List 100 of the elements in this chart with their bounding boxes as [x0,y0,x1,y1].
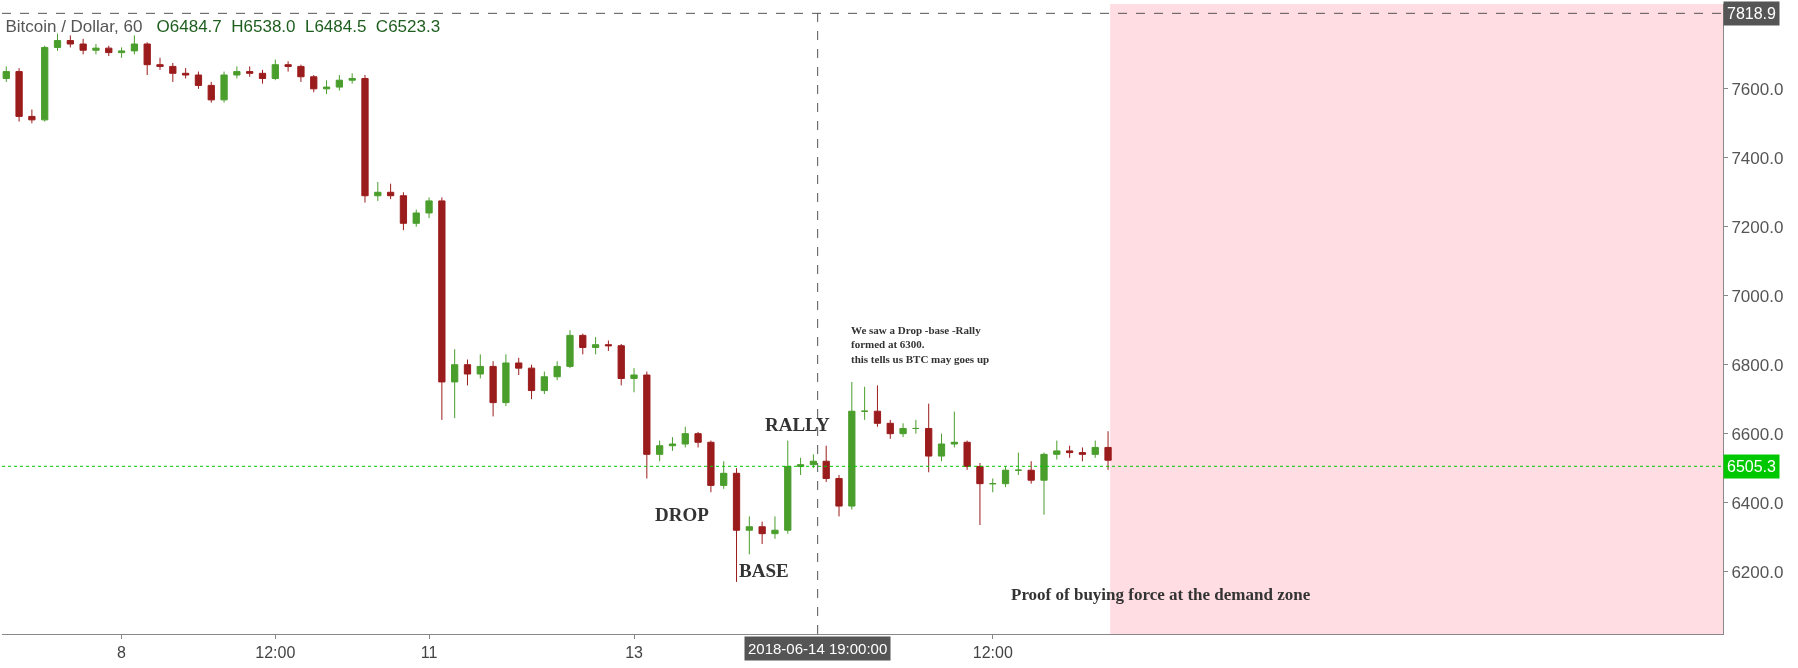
candlestick [1001,465,1010,488]
candlestick [194,71,203,90]
x-tick-label: 11 [420,644,438,662]
candlestick [310,74,318,93]
annotation: BASE [739,560,789,581]
candlestick [976,462,984,526]
y-tick-label: 7200.0 [1731,217,1784,237]
candlestick [643,371,651,479]
candlestick [617,343,625,386]
candlestick [412,209,420,228]
candlestick [873,384,882,428]
candlestick [374,181,382,202]
candlestick [489,360,497,417]
candlestick [591,336,600,355]
y-tick-label: 6600.0 [1731,424,1784,444]
x-tick-label: 8 [117,644,127,662]
candlestick [566,329,574,369]
candlestick [925,403,933,473]
candlestick [1078,446,1087,462]
y-tick-label: 7000.0 [1731,286,1784,306]
candlestick [656,440,664,462]
candlestick [1104,430,1112,471]
candlestick [181,67,190,79]
candlestick [848,381,856,511]
candlestick [1091,440,1099,459]
annotation: We saw a Drop -base -Rally formed at 6300. this tells us BTC may goes up [851,324,990,365]
candlestick [143,41,151,76]
ref-line-label: 6505.3 [1727,458,1777,475]
candlestick [271,59,279,81]
candlestick [1040,452,1048,516]
candlestick [745,515,753,555]
candlestick [707,440,715,493]
candlestick [784,440,792,535]
candlestick [246,65,254,78]
annotation: DROP [655,504,710,525]
candlestick [720,460,728,490]
candlestick [41,45,49,123]
candlestick [169,62,177,83]
candlestick [425,196,433,219]
candlestick [758,521,766,545]
candlestick [28,109,36,124]
candlestick [335,74,344,92]
annotation: RALLY [765,414,831,435]
candlestick [579,333,587,355]
candlestick [1027,460,1035,485]
candlestick [1053,440,1061,461]
candlestick [79,38,87,55]
candlestick [963,440,971,471]
candlestick [1065,445,1074,459]
ref-line-label: 2018-06-14 19:00:00 [748,640,888,657]
candlestick [796,457,805,476]
candlestick [681,426,689,448]
candlestick [220,71,228,104]
candlestick [66,34,74,48]
candlestick [233,65,241,79]
candlestick [553,360,561,381]
candlestick [463,359,472,386]
candlestick [92,43,100,55]
candlestick [297,64,305,83]
candlestick [912,419,920,435]
x-tick-label: 13 [625,644,644,662]
candlestick [502,353,510,407]
candlestick [451,348,459,419]
annotation: Proof of buying force at the demand zone [1011,585,1311,604]
x-tick-label: 12:00 [255,644,296,662]
candlestick [950,411,958,448]
candlestick [53,33,62,52]
candlestick [771,515,779,540]
y-tick-label: 6800.0 [1731,355,1784,375]
candlestick [886,419,894,440]
candlestick [861,386,869,421]
candlestick [476,353,484,379]
candlestick [15,67,23,123]
candlestick [732,467,741,583]
candlestick [540,371,548,395]
ref-line-label: 7818.9 [1727,5,1777,22]
y-tick-label: 7400.0 [1731,148,1784,168]
candlestick [105,45,113,57]
y-tick-label: 6200.0 [1731,562,1784,582]
candlestick [322,79,331,95]
candlestick [822,445,830,483]
candlestick [630,367,638,393]
candlestick [156,57,164,71]
candlestick [130,34,139,55]
candlestick [515,357,523,376]
candlestick [668,436,677,452]
candlestick [386,183,395,200]
candlestick [2,65,10,83]
text: O6484.7 H6538.0 L6484.5 C6523.3 [156,16,441,36]
candlestick [1014,452,1023,476]
candlestick [604,340,613,352]
candlestick [438,196,446,421]
candlestick [989,477,997,493]
y-tick-label: 7600.0 [1731,79,1784,99]
candlestick [694,431,702,448]
candlestick [937,433,946,462]
candlestick [527,364,536,400]
text: Bitcoin / Dollar, 60 [5,16,143,36]
candlestick [361,74,369,204]
candlestick [835,474,843,517]
